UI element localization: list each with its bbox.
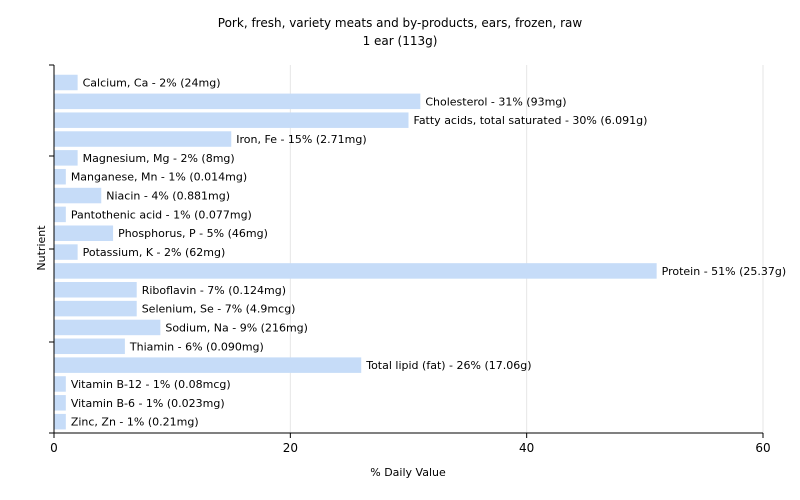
x-tick-label: 60 [755, 441, 770, 455]
x-axis-label: % Daily Value [370, 466, 446, 479]
bar-label: Fatty acids, total saturated - 30% (6.09… [414, 114, 648, 127]
chart-title: Pork, fresh, variety meats and by-produc… [218, 16, 583, 30]
bar [54, 282, 137, 298]
bar [54, 319, 161, 336]
bar-label: Phosphorus, P - 5% (46mg) [118, 227, 268, 240]
bar-label: Manganese, Mn - 1% (0.014mg) [71, 171, 247, 184]
bar-label: Pantothenic acid - 1% (0.077mg) [71, 208, 252, 221]
bar-label: Zinc, Zn - 1% (0.21mg) [71, 416, 199, 429]
bar-label: Total lipid (fat) - 26% (17.06g) [365, 359, 531, 372]
bar-label: Potassium, K - 2% (62mg) [83, 246, 226, 259]
bar [54, 150, 78, 166]
bar [54, 395, 66, 411]
bar [54, 112, 409, 128]
bar-label: Selenium, Se - 7% (4.9mcg) [142, 303, 296, 316]
bar-label: Calcium, Ca - 2% (24mg) [83, 77, 221, 90]
bar-label: Protein - 51% (25.37g) [662, 265, 787, 278]
bar-label: Niacin - 4% (0.881mg) [106, 190, 230, 203]
bar-label: Sodium, Na - 9% (216mg) [165, 321, 308, 334]
bar-label: Vitamin B-12 - 1% (0.08mcg) [71, 378, 231, 391]
axes [49, 64, 764, 438]
bar [54, 357, 362, 373]
x-tick-label: 20 [283, 441, 298, 455]
x-tick-labels: 0 20 40 60 [50, 441, 770, 455]
y-axis-label: Nutrient [35, 225, 48, 271]
bar-label: Riboflavin - 7% (0.124mg) [142, 284, 286, 297]
bar-label: Iron, Fe - 15% (2.71mg) [236, 133, 366, 146]
bar [54, 338, 125, 355]
bar-label: Thiamin - 6% (0.090mg) [129, 340, 264, 353]
bar-label: Vitamin B-6 - 1% (0.023mg) [71, 397, 225, 410]
bar [54, 93, 421, 110]
x-tick-label: 0 [50, 441, 58, 455]
bar [54, 413, 66, 430]
bar [54, 225, 114, 241]
bar [54, 300, 137, 317]
bar [54, 187, 102, 204]
bar [54, 376, 66, 392]
bar-label: Magnesium, Mg - 2% (8mg) [83, 152, 235, 165]
bar [54, 131, 232, 147]
bars: Calcium, Ca - 2% (24mg) Cholesterol - 31%… [54, 74, 787, 430]
bar-label: Cholesterol - 31% (93mg) [425, 95, 566, 108]
bar [54, 206, 66, 223]
x-tick-label: 40 [519, 441, 534, 455]
bar [54, 263, 657, 279]
bar [54, 168, 66, 185]
bar [54, 244, 78, 260]
bar [54, 74, 78, 91]
chart-subtitle: 1 ear (113g) [363, 34, 438, 48]
